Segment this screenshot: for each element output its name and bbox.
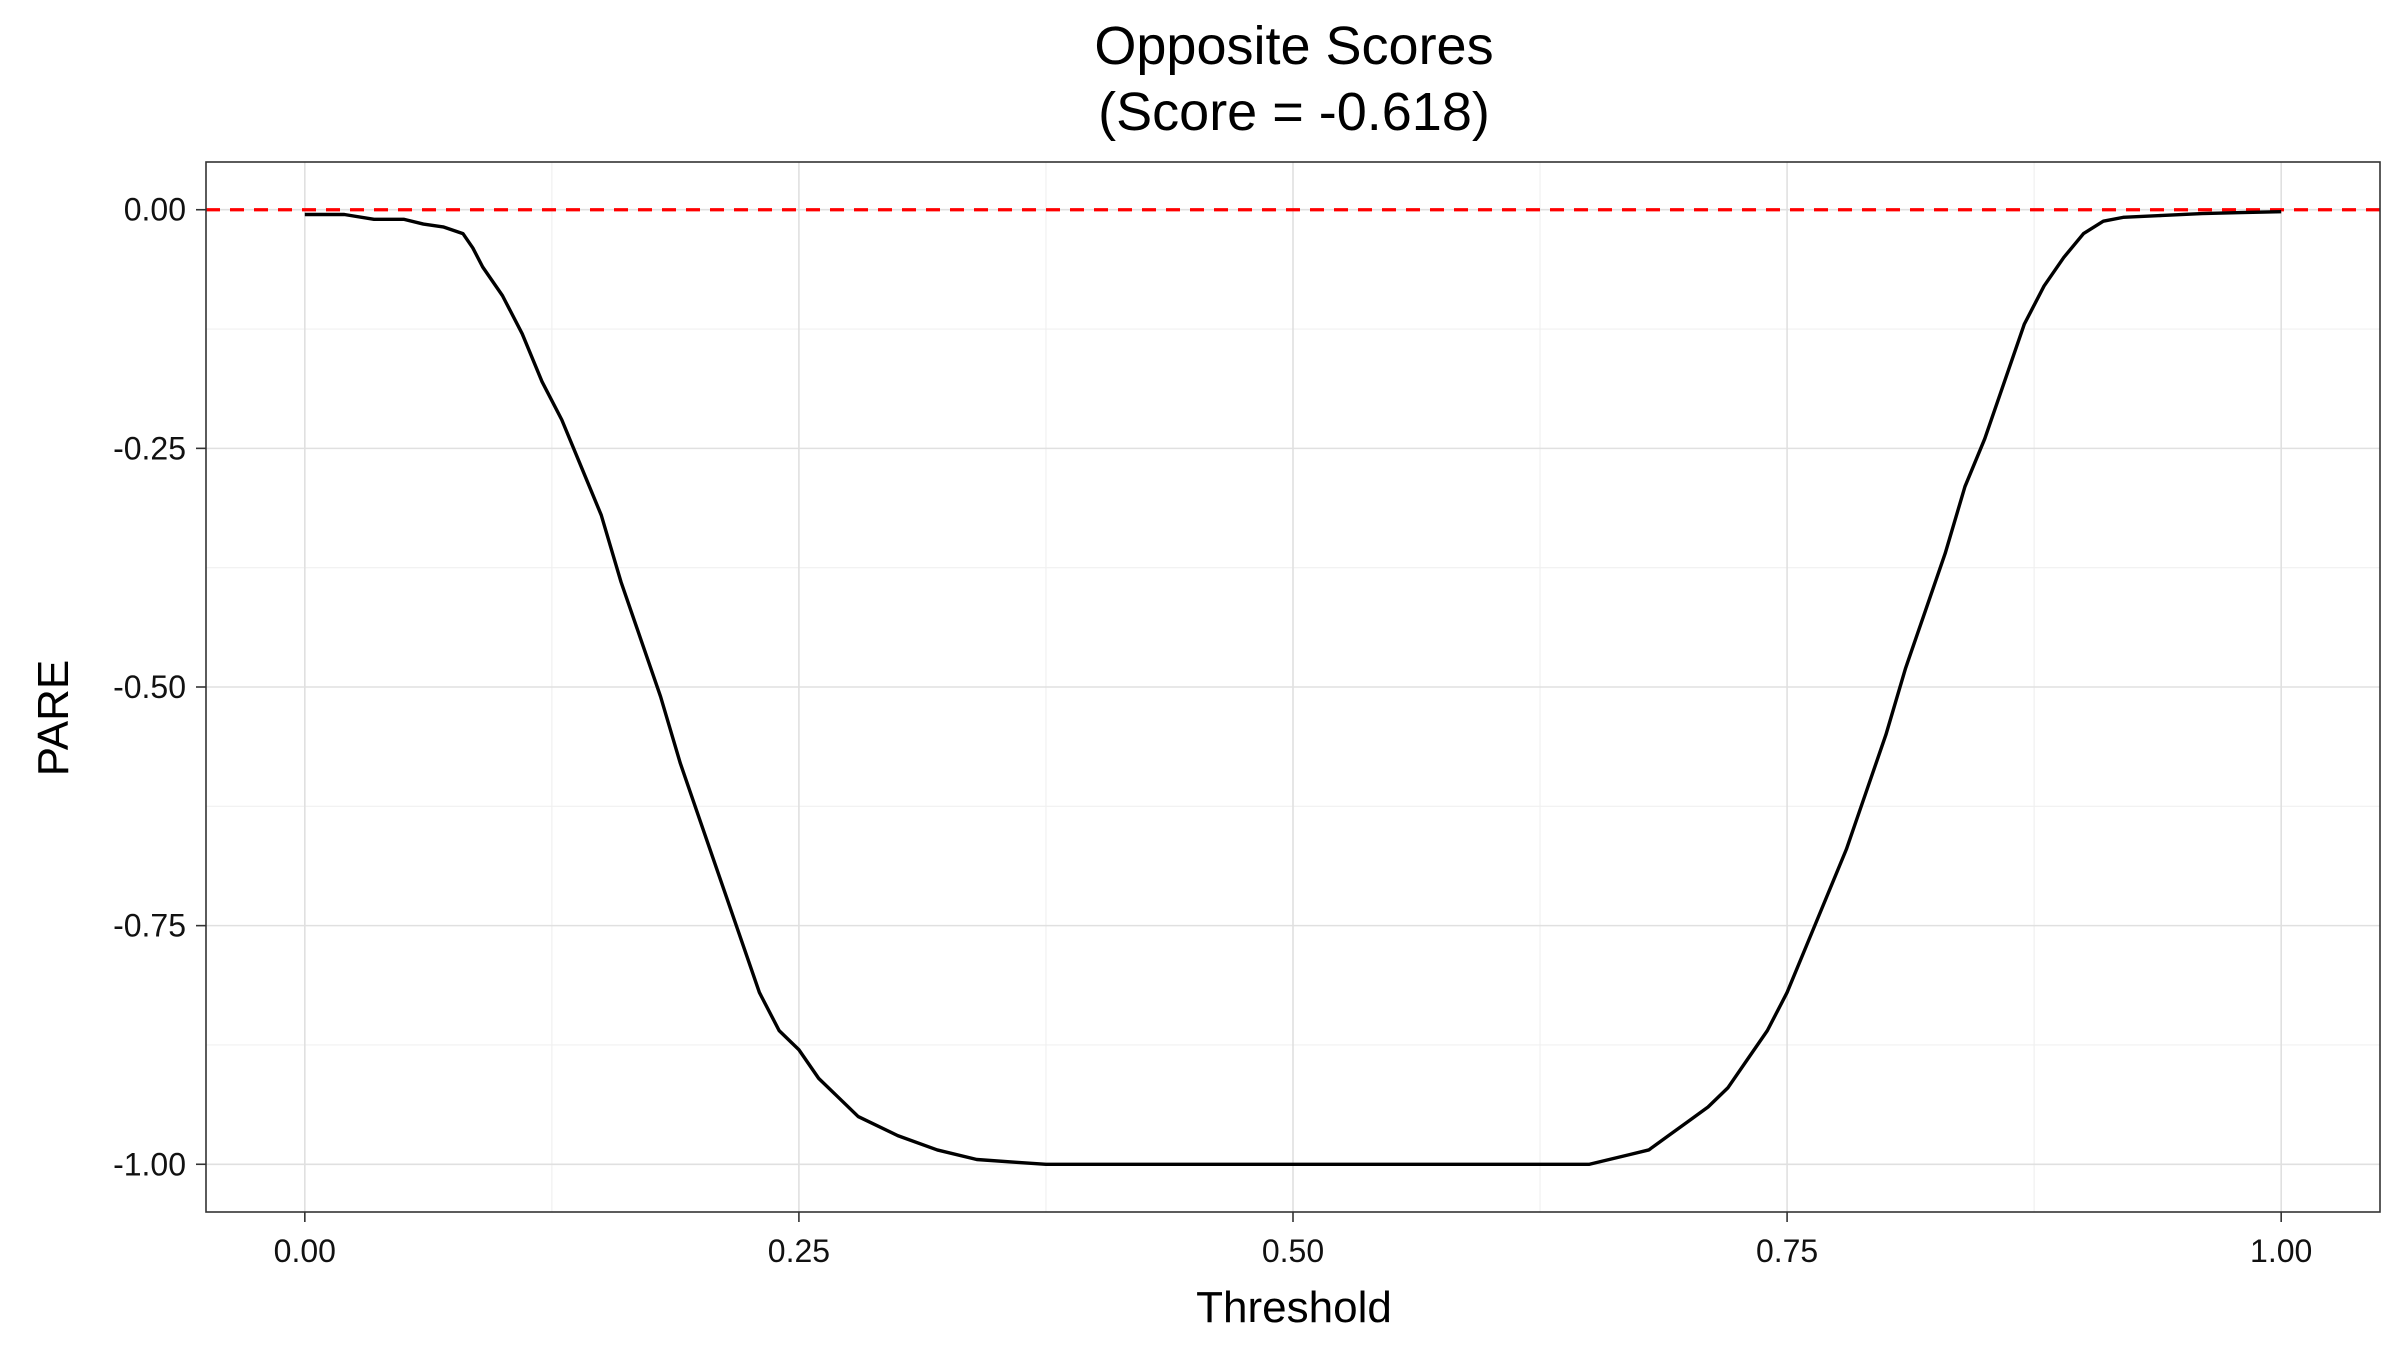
- y-tick-label: -0.75: [113, 908, 186, 944]
- x-axis-ticks: 0.00 0.25 0.50 0.75 1.00: [274, 1212, 2312, 1269]
- x-tick-label: 0.25: [768, 1233, 830, 1269]
- x-tick-label: 0.50: [1262, 1233, 1324, 1269]
- y-tick-label: -0.50: [113, 669, 186, 705]
- y-axis-ticks: 0.00 -0.25 -0.50 -0.75 -1.00: [113, 192, 206, 1182]
- y-axis-title: PARE: [29, 660, 78, 777]
- x-axis-title: Threshold: [1196, 1283, 1392, 1332]
- y-tick-label: -0.25: [113, 430, 186, 466]
- x-tick-label: 0.00: [274, 1233, 336, 1269]
- chart-title-line-1: Opposite Scores: [1094, 16, 1493, 76]
- x-tick-label: 1.00: [2250, 1233, 2312, 1269]
- y-tick-label: 0.00: [124, 192, 186, 228]
- y-tick-label: -1.00: [113, 1146, 186, 1182]
- chart-title-line-2: (Score = -0.618): [1098, 82, 1490, 142]
- major-gridlines: [206, 162, 2380, 1212]
- x-tick-label: 0.75: [1756, 1233, 1818, 1269]
- pare-curve: [304, 209, 2282, 1166]
